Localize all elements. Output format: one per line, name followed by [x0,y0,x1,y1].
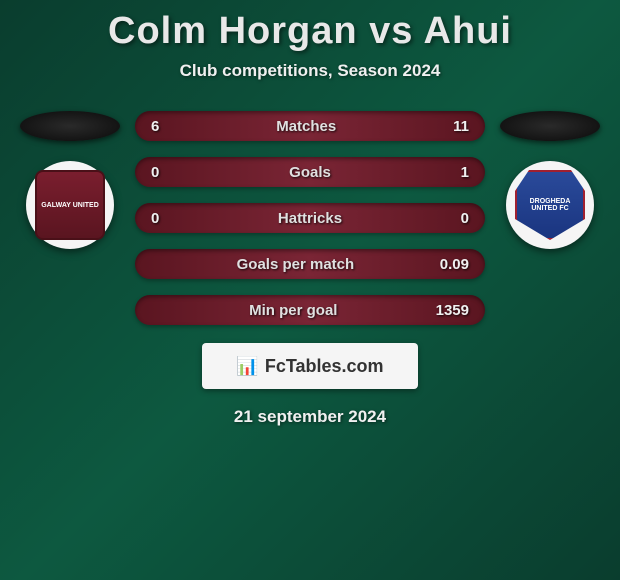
crest-badge-right: DROGHEDA UNITED FC [515,170,585,240]
stat-label: Goals per match [237,256,355,273]
stat-bar: 0 Hattricks 0 [135,203,485,233]
player-shadow-left [20,111,120,141]
crest-label-left: GALWAY UNITED [41,202,99,209]
stat-value-right: 11 [453,118,469,135]
main-content: GALWAY UNITED 6 Matches 11 0 Goals 1 0 Hattrick… [0,111,620,325]
stat-bar: 0 Goals 1 [135,157,485,187]
stat-bar: Min per goal 1359 [135,295,485,325]
team-crest-right: DROGHEDA UNITED FC [506,161,594,249]
stat-label: Matches [276,118,336,135]
crest-badge-left: GALWAY UNITED [35,170,105,240]
stat-label: Hattricks [278,210,342,227]
stat-value-right: 0 [461,210,469,227]
source-logo: 📊 FcTables.com [202,343,418,389]
right-column: DROGHEDA UNITED FC [500,111,600,249]
chart-icon: 📊 [236,356,258,377]
stat-value-left: 6 [151,118,159,135]
date-label: 21 september 2024 [234,407,386,427]
stat-value-right: 1359 [436,302,469,319]
crest-label-right: DROGHEDA UNITED FC [521,198,579,212]
left-column: GALWAY UNITED [20,111,120,249]
page-title: Colm Horgan vs Ahui [108,10,512,53]
stat-value-right: 1 [461,164,469,181]
stat-value-left: 0 [151,164,159,181]
logo-text: FcTables.com [265,356,384,377]
stats-column: 6 Matches 11 0 Goals 1 0 Hattricks 0 Goals per ma… [135,111,485,325]
stat-value-right: 0.09 [440,256,469,273]
comparison-container: Colm Horgan vs Ahui Club competitions, S… [0,0,620,437]
team-crest-left: GALWAY UNITED [26,161,114,249]
stat-bar: 6 Matches 11 [135,111,485,141]
stat-label: Goals [289,164,331,181]
stat-bar: Goals per match 0.09 [135,249,485,279]
stat-label: Min per goal [249,302,337,319]
stat-value-left: 0 [151,210,159,227]
page-subtitle: Club competitions, Season 2024 [180,61,441,81]
player-shadow-right [500,111,600,141]
